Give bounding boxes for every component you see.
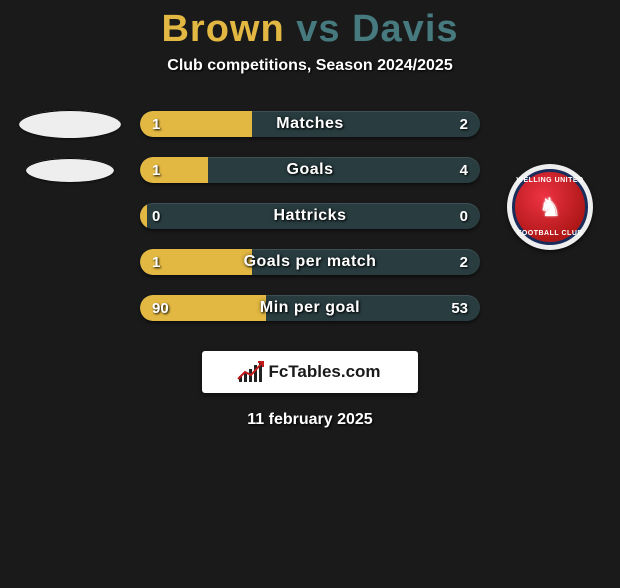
title-vs: vs [296, 8, 340, 50]
value-right: 4 [460, 157, 468, 183]
value-right: 53 [451, 295, 468, 321]
row-mpg: 90 Min per goal 53 [0, 285, 620, 331]
placeholder-badge [26, 158, 114, 182]
crest-ring-text: WELLING UNITED FOOTBALL CLUB [515, 172, 585, 242]
bar-mpg: 90 Min per goal 53 [140, 295, 480, 321]
crest-inner: WELLING UNITED FOOTBALL CLUB ♞ [512, 169, 588, 245]
comparison-rows: 1 Matches 2 1 Goals 4 WELLING UNITED FOO… [0, 101, 620, 331]
bar-goals: 1 Goals 4 [140, 157, 480, 183]
left-badge-slot-1 [0, 158, 140, 182]
title-player-b: Davis [352, 8, 458, 50]
row-matches: 1 Matches 2 [0, 101, 620, 147]
bar-label: Matches [140, 111, 480, 137]
placeholder-badge [19, 110, 121, 138]
bar-label: Goals [140, 157, 480, 183]
bar-label: Goals per match [140, 249, 480, 275]
value-right: 2 [460, 111, 468, 137]
page-title: Brown vs Davis [0, 8, 620, 51]
bar-label: Min per goal [140, 295, 480, 321]
row-goals: 1 Goals 4 WELLING UNITED FOOTBALL CLUB ♞ [0, 147, 620, 193]
brand-chart-icon [239, 362, 262, 382]
brand-text: FcTables.com [268, 362, 380, 382]
bar-label: Hattricks [140, 203, 480, 229]
crest-text-bottom: FOOTBALL CLUB [515, 230, 585, 237]
date-line: 11 february 2025 [0, 411, 620, 429]
bar-hattricks: 0 Hattricks 0 [140, 203, 480, 229]
club-crest: WELLING UNITED FOOTBALL CLUB ♞ [507, 164, 593, 250]
crest-text-top: WELLING UNITED [515, 177, 585, 184]
title-player-a: Brown [161, 8, 284, 50]
bar-matches: 1 Matches 2 [140, 111, 480, 137]
value-right: 2 [460, 249, 468, 275]
brand-box: FcTables.com [202, 351, 418, 393]
subtitle: Club competitions, Season 2024/2025 [0, 57, 620, 75]
brand-line-icon [237, 360, 265, 382]
row-gpm: 1 Goals per match 2 [0, 239, 620, 285]
bar-gpm: 1 Goals per match 2 [140, 249, 480, 275]
value-right: 0 [460, 203, 468, 229]
left-badge-slot-0 [0, 110, 140, 138]
